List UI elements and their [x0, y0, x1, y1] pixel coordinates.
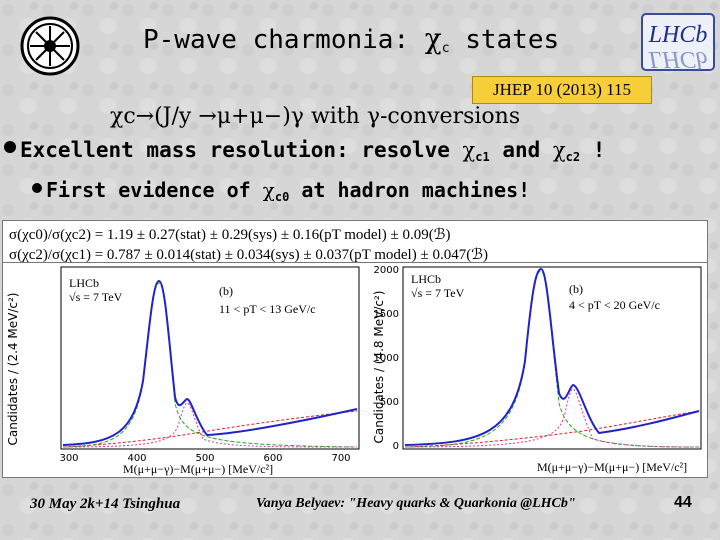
- left-plot: Candidates / (2.4 MeV/c²) LHCb √s = 7 Te…: [6, 266, 360, 476]
- left-xtick: 300: [59, 453, 78, 464]
- evidence-end: at hadron machines!: [289, 178, 531, 202]
- ratio-formula-c2-c1: σ(χc2)/σ(χc1) = 0.787 ± 0.014(stat) ± 0.…: [9, 247, 488, 263]
- bullet-line-decay: χc→(J/y →μ+μ−)γ with γ-conversions: [110, 104, 520, 129]
- resolution-text: Excellent mass resolution: resolve: [20, 138, 463, 162]
- bullet-line-evidence: First evidence of χc0 at hadron machines…: [32, 178, 530, 204]
- left-ylabel: Candidates / (2.4 MeV/c²): [6, 293, 20, 446]
- right-ylabel: Candidates / (4.8 MeV/c²): [372, 291, 386, 444]
- right-chic1-curve: [404, 270, 700, 448]
- title-chi-symbol: χ: [424, 22, 442, 55]
- right-ytick: 1000: [374, 353, 399, 364]
- decay-text: χc→(J/y →μ+μ−)γ with γ-conversions: [110, 104, 521, 129]
- mass-spectrum-plots: Candidates / (2.4 MeV/c²) LHCb √s = 7 Te…: [2, 262, 708, 478]
- ratio-formula-c0-c2: σ(χc0)/σ(χc2) = 1.19 ± 0.27(stat) ± 0.29…: [9, 227, 451, 243]
- lhcb-logo-reflection: LHCb: [648, 46, 708, 72]
- cross-section-ratios-box: σ(χc0)/σ(χc2) = 1.19 ± 0.27(stat) ± 0.29…: [2, 220, 708, 268]
- footer-date: 30 May 2k+14 Tsinghua: [30, 496, 181, 512]
- bullet-icon: [32, 183, 42, 193]
- left-chic2-curve: [62, 402, 358, 448]
- lhcb-logo-icon: LHCb LHCb: [641, 13, 715, 72]
- chi-symbol: χ: [262, 178, 275, 202]
- right-energy: √s = 7 TeV: [411, 286, 465, 300]
- chi-symbol: χ: [462, 138, 476, 162]
- journal-reference-badge[interactable]: JHEP 10 (2013) 115: [472, 76, 652, 104]
- right-chic2-curve: [404, 388, 700, 448]
- right-experiment: LHCb: [411, 272, 441, 286]
- chi-subscript: c0: [274, 190, 290, 204]
- resolution-end: !: [580, 138, 606, 162]
- right-cut: 4 < pT < 20 GeV/c: [569, 298, 660, 312]
- plots-canvas: Candidates / (2.4 MeV/c²) LHCb √s = 7 Te…: [6, 265, 702, 476]
- left-xtick: 500: [195, 453, 214, 464]
- chi-symbol: χ: [552, 138, 566, 162]
- left-cut: 11 < pT < 13 GeV/c: [219, 302, 316, 316]
- right-xlabel: M(μ+μ−γ)−M(μ+μ−) [MeV/c²]: [537, 460, 687, 474]
- left-energy: √s = 7 TeV: [69, 290, 123, 304]
- bullet-icon: [4, 141, 16, 153]
- title-text-end: states: [449, 25, 560, 55]
- left-chic1-curve: [62, 282, 358, 448]
- title-text: P-wave charmonia:: [143, 25, 425, 55]
- resolution-and: and: [489, 138, 553, 162]
- chi-subscript: c2: [565, 150, 581, 164]
- left-panel: (b): [219, 284, 233, 298]
- footer-author: Vanya Belyaev: "Heavy quarks & Quarkonia…: [256, 496, 576, 511]
- bullet-line-resolution: Excellent mass resolution: resolve χc1 a…: [4, 138, 605, 164]
- evidence-text: First evidence of: [46, 178, 263, 202]
- right-ytick: 2000: [374, 265, 399, 276]
- right-plot: Candidates / (4.8 MeV/c²) 0 500 1000 150…: [372, 265, 702, 474]
- chi-subscript: c1: [475, 150, 490, 164]
- title-subscript: c: [441, 41, 450, 56]
- left-xtick: 400: [127, 453, 146, 464]
- slide-title: P-wave charmonia: χc states: [143, 22, 559, 56]
- right-background-curve: [404, 410, 700, 448]
- lhcb-logo-text: LHCb: [648, 22, 708, 48]
- right-ytick: 0: [393, 441, 399, 452]
- right-plot-frame: [402, 266, 702, 450]
- right-ytick: 500: [380, 397, 399, 408]
- left-experiment: LHCb: [69, 276, 99, 290]
- right-ytick: 1500: [374, 309, 399, 320]
- left-xtick: 600: [263, 453, 282, 464]
- page-number: 44: [674, 494, 692, 511]
- right-total-fit: [404, 267, 700, 446]
- left-total-fit: [62, 279, 358, 446]
- left-xtick: 700: [331, 453, 350, 464]
- left-xlabel: M(μ+μ−γ)−M(μ+μ−) [MeV/c²]: [123, 462, 273, 476]
- institute-logo-icon: [20, 16, 80, 76]
- left-background-curve: [62, 410, 358, 448]
- right-panel: (b): [569, 282, 583, 296]
